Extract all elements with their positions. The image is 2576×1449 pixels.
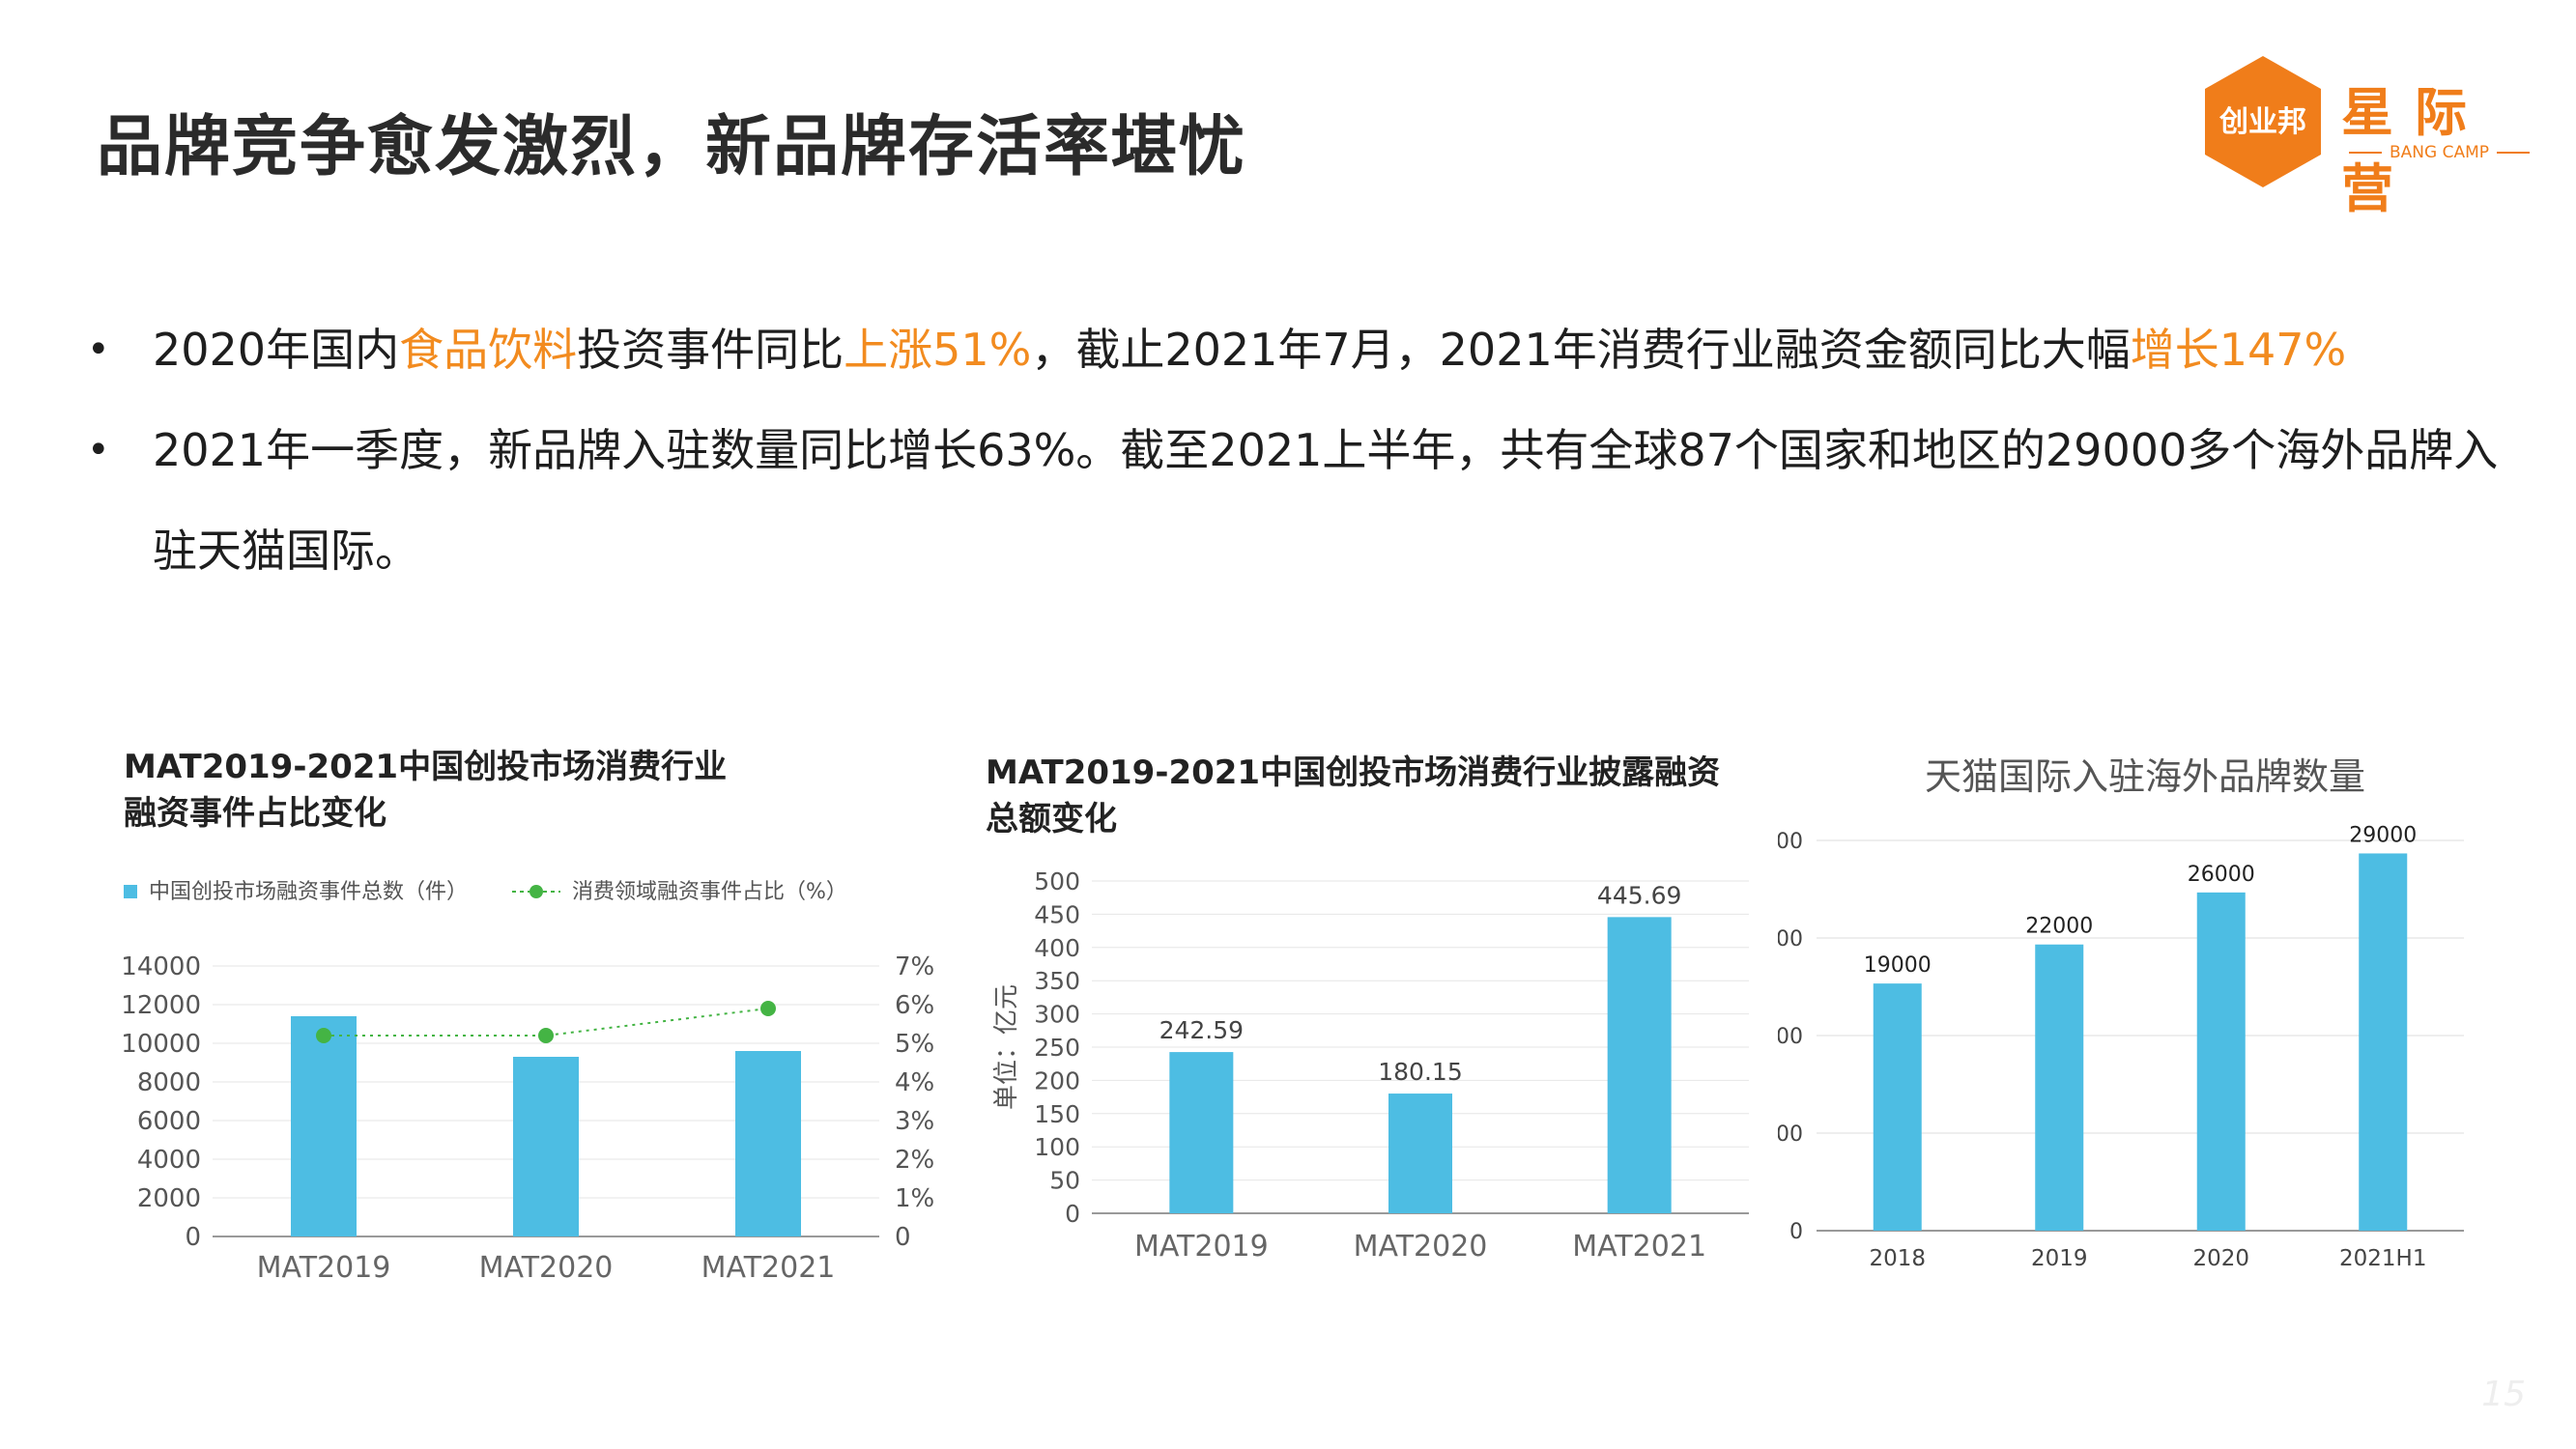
bullet-dot-icon: • (87, 428, 110, 472)
y-tick-label: 14000 (121, 952, 201, 981)
data-label: 26000 (2188, 863, 2255, 887)
line-point (316, 1028, 331, 1043)
y-tick-label: 100 (1034, 1133, 1080, 1161)
bar (1873, 983, 1922, 1231)
chart-financing-events: 中国创投市场融资事件总数（件） 消费领域融资事件占比（%） 0 2000 4000 600… (121, 880, 934, 1285)
y-tick-label: 4000 (137, 1146, 201, 1175)
y-tick-label: 450 (1034, 900, 1080, 928)
y-tick-label: 0 (1789, 1220, 1803, 1244)
chart2-title-line1: MAT2019-2021中国创投市场消费行业披露融资 (986, 753, 1721, 792)
bar (1388, 1094, 1452, 1213)
y2-tick-label: 3% (895, 1107, 934, 1136)
y-tick-label: 250 (1034, 1034, 1080, 1062)
y-tick-label: 150 (1034, 1100, 1080, 1128)
y-tick-label: 400 (1034, 934, 1080, 962)
hexagon-logo-icon: 创业邦 (2205, 56, 2321, 187)
logo-badge-text: 创业邦 (2218, 105, 2306, 139)
chart2-title-line2: 总额变化 (986, 800, 1117, 838)
line-point (760, 1001, 776, 1016)
x-tick-label: MAT2019 (257, 1251, 391, 1285)
bullet-dot-icon: • (87, 327, 110, 372)
bar (735, 1051, 801, 1236)
bullet-1-seg-2: 投资事件同比 (577, 324, 844, 376)
bullet-1-seg-3: 上涨51% (844, 324, 1032, 376)
chart1-title-line1: MAT2019-2021中国创投市场消费行业 (124, 748, 728, 786)
y-tick-label: 12000 (121, 991, 201, 1020)
y-tick-label: 300 (1034, 1001, 1080, 1029)
y-tick-label: 2000 (137, 1184, 201, 1213)
bar (291, 1016, 357, 1236)
bullet-2: • 2021年一季度，新品牌入驻数量同比增长63%。截至2021上半年，共有全球… (87, 400, 2541, 601)
data-label: 29000 (2349, 823, 2417, 847)
bar (1169, 1052, 1234, 1213)
y-tick-label: 00 (1778, 927, 1803, 952)
page-title: 品牌竞争愈发激烈，新品牌存活率堪忧 (97, 109, 1247, 185)
chart2-title: MAT2019-2021中国创投市场消费行业披露融资 总额变化 (986, 750, 1720, 842)
y2-tick-label: 0 (895, 1223, 911, 1252)
bar (513, 1057, 579, 1236)
x-tick-label: 2020 (2192, 1246, 2249, 1271)
chart1-title: MAT2019-2021中国创投市场消费行业 融资事件占比变化 (124, 744, 727, 837)
y-tick-label: 50 (1049, 1167, 1080, 1195)
x-tick-label: 2021H1 (2339, 1246, 2426, 1271)
data-label: 242.59 (1159, 1016, 1244, 1044)
legend-bar-swatch (124, 885, 137, 898)
x-tick-label: MAT2019 (1134, 1230, 1269, 1264)
bullet-1-seg-4: ，截止2021年7月，2021年消费行业融资金额同比大幅 (1031, 324, 2131, 376)
bullet-1-seg-1: 食品饮料 (399, 324, 578, 376)
brand-logo: 创业邦 星际营 BANG CAMP (2193, 50, 2561, 219)
y2-tick-label: 1% (895, 1184, 934, 1213)
chart3-title: 天猫国际入驻海外品牌数量 (1924, 755, 2365, 798)
y-tick-label: 6000 (137, 1107, 201, 1136)
logo-en-text: BANG CAMP (2341, 143, 2534, 162)
x-tick-label: MAT2021 (1572, 1230, 1706, 1264)
bullet-list: • 2020年国内食品饮料投资事件同比上涨51%，截止2021年7月，2021年… (87, 299, 2541, 601)
y2-tick-label: 2% (895, 1146, 934, 1175)
bullet-2-seg-0: 2021年一季度，新品牌入驻数量同比增长63%。截至2021上半年，共有全球87… (153, 424, 2499, 577)
bar (2359, 853, 2408, 1231)
bar (2196, 892, 2246, 1231)
logo-cn-text: 星际营 (2341, 82, 2488, 219)
y-tick-label: 00 (1778, 1025, 1803, 1049)
bullet-1: • 2020年国内食品饮料投资事件同比上涨51%，截止2021年7月，2021年… (87, 299, 2541, 400)
data-label: 445.69 (1597, 881, 1681, 909)
y2-tick-label: 5% (895, 1030, 934, 1059)
chart1-title-line2: 融资事件占比变化 (124, 794, 386, 833)
x-tick-label: 2019 (2031, 1246, 2088, 1271)
y2-tick-label: 6% (895, 991, 934, 1020)
x-tick-label: MAT2020 (1354, 1230, 1488, 1264)
data-label: 22000 (2025, 915, 2093, 939)
y-tick-label: 0 (1065, 1200, 1080, 1228)
chart-financing-amount: 单位：亿元 0 50 100 150 200 250 300 350 400 450 500 242.5… (992, 867, 1749, 1264)
x-tick-label: MAT2021 (701, 1251, 836, 1285)
y2-tick-label: 7% (895, 952, 934, 981)
series-line (324, 1008, 769, 1037)
legend-line-label: 消费领域融资事件占比（%） (572, 880, 847, 904)
x-tick-label: 2018 (1869, 1246, 1926, 1271)
y2-tick-label: 4% (895, 1068, 934, 1097)
y-tick-label: 500 (1034, 867, 1080, 895)
line-point (538, 1028, 554, 1043)
data-label: 180.15 (1378, 1058, 1462, 1086)
y-tick-label: 10000 (121, 1030, 201, 1059)
legend-bar-label: 中国创投市场融资事件总数（件） (149, 880, 468, 904)
x-tick-label: MAT2020 (479, 1251, 614, 1285)
y-tick-label: 200 (1034, 1066, 1080, 1094)
bar (1607, 917, 1672, 1213)
legend-line-marker (530, 885, 543, 898)
bullet-1-seg-5: 增长147% (2130, 324, 2347, 376)
page-number: 15 (2481, 1375, 2526, 1414)
y-tick-label: 8000 (137, 1068, 201, 1097)
y-tick-label: 00 (1778, 830, 1803, 854)
bullet-1-seg-0: 2020年国内 (153, 324, 400, 376)
y-axis-label: 单位：亿元 (992, 984, 1021, 1110)
y-tick-label: 00 (1778, 1122, 1803, 1147)
bar (2035, 944, 2084, 1231)
y-tick-label: 350 (1034, 967, 1080, 995)
data-label: 19000 (1864, 953, 1932, 978)
chart-tmall-brands: 0000000001900020182200020192600020202900… (1778, 823, 2464, 1271)
y-tick-label: 0 (185, 1223, 201, 1252)
